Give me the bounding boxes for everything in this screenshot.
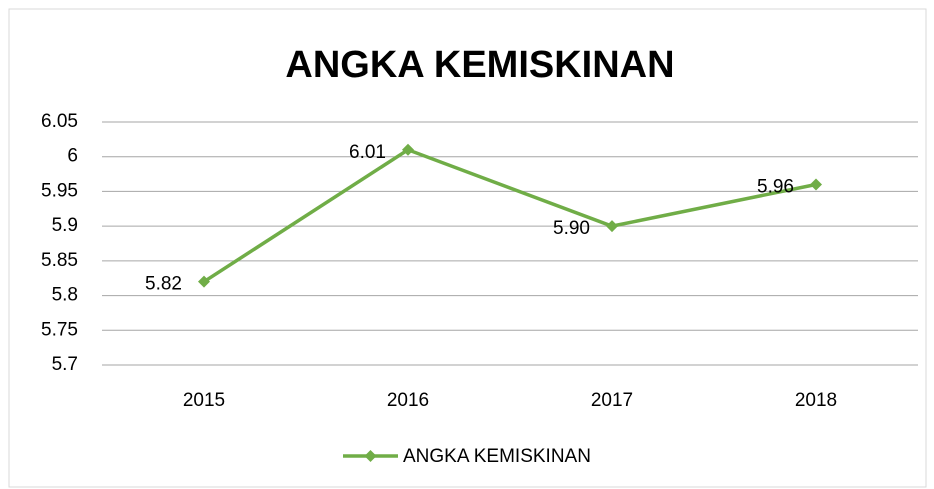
y-tick-label: 5.85 (41, 250, 78, 271)
y-tick-label: 5.95 (41, 180, 78, 201)
marker (402, 143, 414, 156)
x-tick-label: 2016 (387, 390, 429, 411)
legend-label: ANGKA KEMISKINAN (403, 446, 591, 467)
legend-marker (364, 450, 377, 462)
data-label: 5.96 (757, 177, 794, 198)
data-label: 5.90 (553, 218, 590, 239)
chart-title: ANGKA KEMISKINAN (285, 44, 674, 86)
marker (198, 275, 210, 288)
y-tick-label: 5.7 (52, 354, 78, 375)
x-tick-label: 2018 (795, 390, 837, 411)
y-tick-label: 6.05 (41, 111, 78, 132)
marker (606, 220, 618, 233)
y-tick-label: 5.8 (52, 285, 78, 306)
x-tick-label: 2017 (591, 390, 633, 411)
marker (810, 178, 822, 191)
y-tick-label: 5.9 (52, 215, 78, 236)
series-line (203, 147, 817, 284)
chart-frame (8, 8, 927, 488)
y-tick-label: 6 (67, 146, 78, 167)
y-tick-label: 5.75 (41, 319, 78, 340)
x-tick-label: 2015 (183, 390, 225, 411)
data-label: 6.01 (349, 142, 386, 163)
data-label: 5.82 (145, 274, 182, 295)
